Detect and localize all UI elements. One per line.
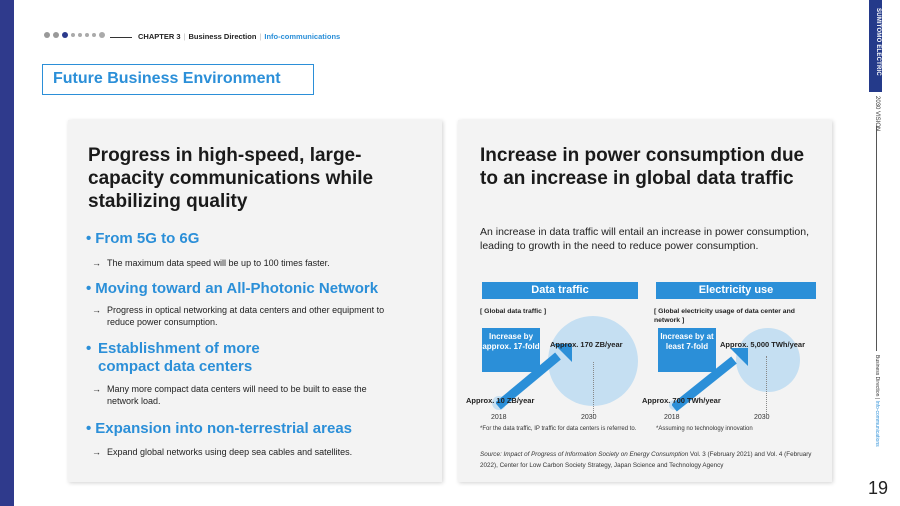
left-accent-bar xyxy=(0,0,14,506)
electricity-label: [ Global electricity usage of data cente… xyxy=(654,308,795,324)
brand-name: SUMITOMO ELECTRIC xyxy=(875,8,881,76)
progress-dot xyxy=(99,32,105,38)
elec-increase-box: Increase by at least 7-fold xyxy=(658,328,716,372)
breadcrumb: CHAPTER 3 | Business Direction | Info-commun… xyxy=(138,32,341,41)
progress-dot xyxy=(71,33,75,37)
data-traffic-label: [ Global data traffic ] xyxy=(480,308,547,315)
elec-year-2030: 2030 xyxy=(754,414,770,421)
header-rule xyxy=(110,37,132,38)
bullet-detail: → Many more compact data centers will nee… xyxy=(92,384,367,406)
electricity-title: Electricity use xyxy=(656,282,816,299)
page-number: 19 xyxy=(867,478,888,498)
data-increase-box: Increase by approx. 17-fold xyxy=(482,328,540,372)
breadcrumb-chapter[interactable]: CHAPTER 3 xyxy=(138,32,181,41)
data-traffic-title: Data traffic xyxy=(482,282,638,299)
source-citation: Source: Impact of Progress of Informatio… xyxy=(480,449,820,471)
right-description: An increase in data traffic will entail … xyxy=(480,226,809,252)
elec-2030-value: Approx. 5,000 TWh/year xyxy=(720,340,806,349)
right-panel: Increase in power consumption due to an … xyxy=(458,120,832,482)
right-sidebar: SUMITOMO ELECTRIC 2030 VISION Business D… xyxy=(867,0,900,506)
sidebar-divider xyxy=(876,126,877,351)
data-year-2018: 2018 xyxy=(491,414,507,421)
progress-dot xyxy=(92,33,96,37)
source-title: Source: Impact of Progress of Informatio… xyxy=(480,451,689,458)
data-2030-guide xyxy=(593,362,594,415)
progress-dot xyxy=(78,33,82,37)
bullet-detail: → Expand global networks using deep sea c… xyxy=(92,447,353,457)
sidebar-nav-info[interactable]: Info-communications xyxy=(874,400,880,447)
bullet-title: Establishment of more compact data cente… xyxy=(98,340,260,375)
vision-label: 2030 VISION xyxy=(874,96,880,132)
sidebar-nav[interactable]: Business Direction | Info-communications xyxy=(874,355,880,447)
sidebar-nav-business[interactable]: Business Direction xyxy=(874,355,880,397)
elec-year-2018: 2018 xyxy=(664,414,680,421)
right-heading: Increase in power consumption due to an … xyxy=(480,145,805,189)
elec-2030-guide xyxy=(766,356,767,414)
breadcrumb-business[interactable]: Business Direction xyxy=(188,32,257,41)
bullet-detail: → The maximum data speed will be up to 10… xyxy=(92,258,330,268)
bullet-detail: → Progress in optical networking at data … xyxy=(92,305,385,327)
left-panel: Progress in high-speed, large-capacity c… xyxy=(68,120,442,482)
data-2030-value: Approx. 170 ZB/year xyxy=(550,340,623,349)
data-year-2030: 2030 xyxy=(581,414,597,421)
bullet-item: • Expansion into non-terrestrial areas xyxy=(86,420,353,437)
arrow-icon: → xyxy=(92,384,101,394)
electricity-note: *Assuming no technology innovation xyxy=(656,426,753,432)
elec-2018-value: Approx. 700 TWh/year xyxy=(642,396,721,405)
progress-dots xyxy=(44,32,105,38)
section-title: Future Business Environment xyxy=(42,64,314,95)
bullet-item: • Establishment of more compact data cent… xyxy=(86,340,286,376)
progress-dot xyxy=(53,32,59,38)
bullet-title: Expansion into non-terrestrial areas xyxy=(95,420,353,437)
data-2018-value: Approx. 10 ZB/year xyxy=(466,396,535,405)
data-traffic-note: *For the data traffic, IP traffic for da… xyxy=(480,426,637,432)
bullet-title: Moving toward an All-Photonic Network xyxy=(95,280,379,297)
bullet-title: From 5G to 6G xyxy=(95,230,200,247)
progress-dot xyxy=(44,32,50,38)
bullet-item: • From 5G to 6G xyxy=(86,230,200,247)
progress-dot-active xyxy=(62,32,68,38)
arrow-icon: → xyxy=(92,258,101,268)
progress-dot xyxy=(85,33,89,37)
arrow-icon: → xyxy=(92,447,101,457)
left-heading: Progress in high-speed, large-capacity c… xyxy=(88,145,374,212)
arrow-icon: → xyxy=(92,305,101,315)
elec-growth-arrow xyxy=(672,348,748,412)
brand-block xyxy=(869,0,882,92)
breadcrumb-info[interactable]: Info-communications xyxy=(264,32,341,41)
data-growth-arrow xyxy=(496,344,572,410)
source-details: Vol. 3 (February 2021) and Vol. 4 (Febru… xyxy=(480,451,812,469)
bullet-item: • Moving toward an All-Photonic Network xyxy=(86,280,379,297)
